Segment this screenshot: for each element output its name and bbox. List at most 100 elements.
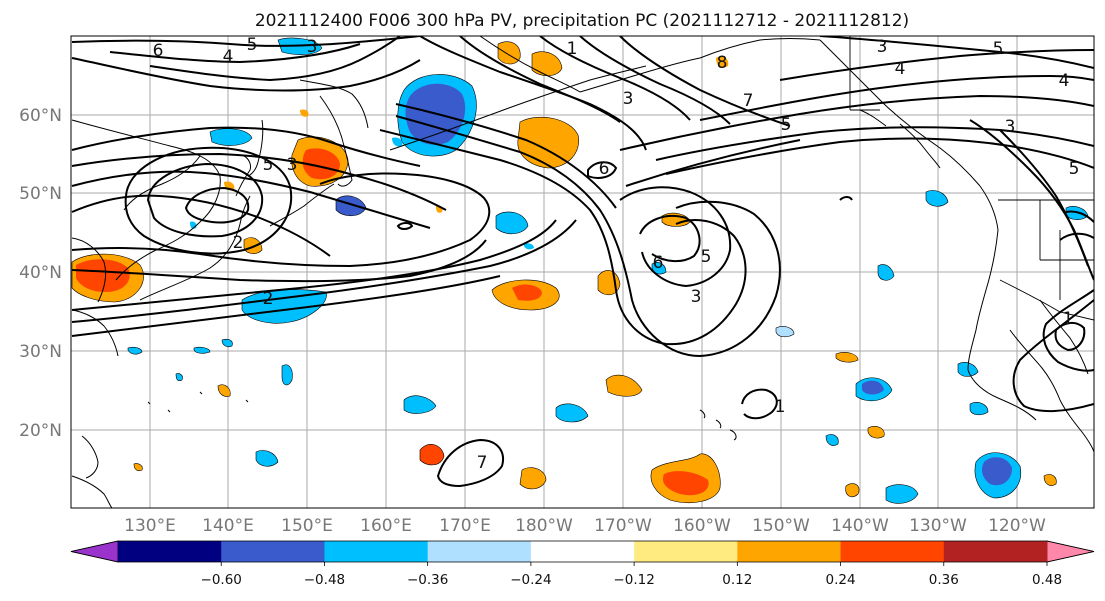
contour-label: 6 xyxy=(153,41,164,61)
negative-precip-blob xyxy=(877,264,895,281)
positive-precip-blob xyxy=(835,352,859,363)
contour-label: 3 xyxy=(623,89,634,109)
colorbar-tick-label: −0.24 xyxy=(510,572,551,588)
contour-label: 1 xyxy=(775,397,786,417)
contour-label: 1 xyxy=(567,39,578,59)
map-frame xyxy=(70,35,1095,509)
contour-label: 8 xyxy=(717,53,728,73)
positive-precip-blob xyxy=(650,453,721,503)
negative-precip-blob xyxy=(969,402,989,416)
colorbar-tick-label: 0.12 xyxy=(722,572,752,588)
negative-precip-blob xyxy=(524,243,534,250)
colorbar-segment xyxy=(840,541,945,562)
positive-precip-blob xyxy=(517,116,579,169)
contour-label: 4 xyxy=(895,59,906,79)
colorbar-segment xyxy=(118,541,222,562)
longitude-label: 160°W xyxy=(673,516,731,536)
negative-precip-blob xyxy=(885,484,919,504)
negative-precip-blob xyxy=(403,395,437,414)
longitude-label: 180°W xyxy=(515,516,573,536)
contour-label: 6 xyxy=(599,159,610,179)
colorbar: −0.60 −0.48 −0.36 −0.24 −0.12 0.12 0.24 0.36 0.4… xyxy=(70,540,1095,588)
latitude-label: 60°N xyxy=(19,106,62,126)
contour-label: 4 xyxy=(147,15,158,35)
colorbar-segment xyxy=(221,541,325,562)
positive-precip-blob xyxy=(300,109,309,117)
positive-precip-blob xyxy=(1043,474,1057,486)
colorbar-segment xyxy=(737,541,842,562)
precipitation-shading xyxy=(71,37,1089,504)
contour-label: 3 xyxy=(877,37,888,57)
colorbar-outline xyxy=(70,540,1095,563)
contour-label: 5 xyxy=(263,155,274,175)
contour-label: 3 xyxy=(307,37,318,57)
longitude-label: 130°E xyxy=(124,516,176,536)
longitude-label: 150°W xyxy=(752,516,810,536)
positive-precip-blob xyxy=(291,136,349,187)
longitude-label: 140°E xyxy=(202,516,254,536)
positive-precip-blob xyxy=(419,444,445,466)
latitude-labels: 60°N 50°N 40°N 30°N 20°N xyxy=(19,106,62,441)
positive-precip-blob xyxy=(845,483,860,498)
contour-label: 5 xyxy=(781,115,792,135)
colorbar-segment xyxy=(634,541,738,562)
contour-label: 6 xyxy=(653,253,664,273)
positive-precip-blob xyxy=(133,463,143,472)
contour-label: 5 xyxy=(1069,159,1080,179)
longitude-label: 120°W xyxy=(988,516,1046,536)
negative-precip-blob xyxy=(175,373,183,382)
negative-precip-blob xyxy=(221,338,233,348)
longitude-labels: 130°E 140°E 150°E 160°E 170°E 180°W 170°W 160°W… xyxy=(124,516,1046,536)
contour-label: 2 xyxy=(263,289,274,309)
positive-precip-blob xyxy=(867,426,885,439)
latitude-label: 30°N xyxy=(19,342,62,362)
negative-precip-blob xyxy=(925,190,949,207)
contour-label: 7 xyxy=(477,453,488,473)
colorbar-segment xyxy=(943,541,1048,562)
contour-label: 5 xyxy=(247,35,258,55)
longitude-label: 170°W xyxy=(594,516,652,536)
positive-precip-blob xyxy=(71,253,144,303)
negative-precip-blob xyxy=(392,137,403,147)
contour-label: 3 xyxy=(691,287,702,307)
latitude-label: 20°N xyxy=(19,421,62,441)
contour-label: 2 xyxy=(233,233,244,253)
contour-label: 3 xyxy=(287,155,298,175)
longitude-label: 150°E xyxy=(281,516,333,536)
colorbar-tick-label: −0.36 xyxy=(407,572,448,588)
colorbar-segment xyxy=(530,541,635,562)
pv-contours xyxy=(71,36,1094,488)
negative-precip-blob xyxy=(209,128,253,146)
longitude-label: 160°E xyxy=(360,516,412,536)
colorbar-extend-low xyxy=(70,540,119,563)
colorbar-tick-label: 0.24 xyxy=(826,572,856,588)
longitude-label: 140°W xyxy=(831,516,889,536)
positive-precip-blob xyxy=(605,374,643,397)
negative-precip-blob xyxy=(255,450,279,467)
colorbar-segment xyxy=(324,541,429,562)
colorbar-tick-label: 0.48 xyxy=(1032,572,1062,588)
negative-precip-blob xyxy=(775,326,795,338)
figure-title: 2021112400 F006 300 hPa PV, precipitatio… xyxy=(255,11,909,31)
longitude-label: 170°E xyxy=(439,516,491,536)
contour-label: 7 xyxy=(743,91,754,111)
positive-precip-blob xyxy=(716,56,729,68)
longitude-label: 130°W xyxy=(909,516,967,536)
contour-label: 5 xyxy=(701,247,712,267)
colorbar-extend-high xyxy=(1046,540,1095,563)
colorbar-tick-label: −0.48 xyxy=(304,572,345,588)
latitude-label: 50°N xyxy=(19,184,62,204)
colorbar-tick-label: 0.36 xyxy=(929,572,959,588)
colorbar-tick-label: −0.12 xyxy=(613,572,654,588)
negative-precip-blob xyxy=(982,457,1012,486)
positive-precip-blob xyxy=(519,467,547,490)
latitude-label: 40°N xyxy=(19,263,62,283)
contour-label: 1 xyxy=(1063,309,1074,329)
colorbar-tick-label: −0.60 xyxy=(201,572,242,588)
negative-precip-blob xyxy=(555,403,589,423)
negative-precip-blob xyxy=(495,211,529,235)
negative-precip-blob xyxy=(281,364,293,386)
